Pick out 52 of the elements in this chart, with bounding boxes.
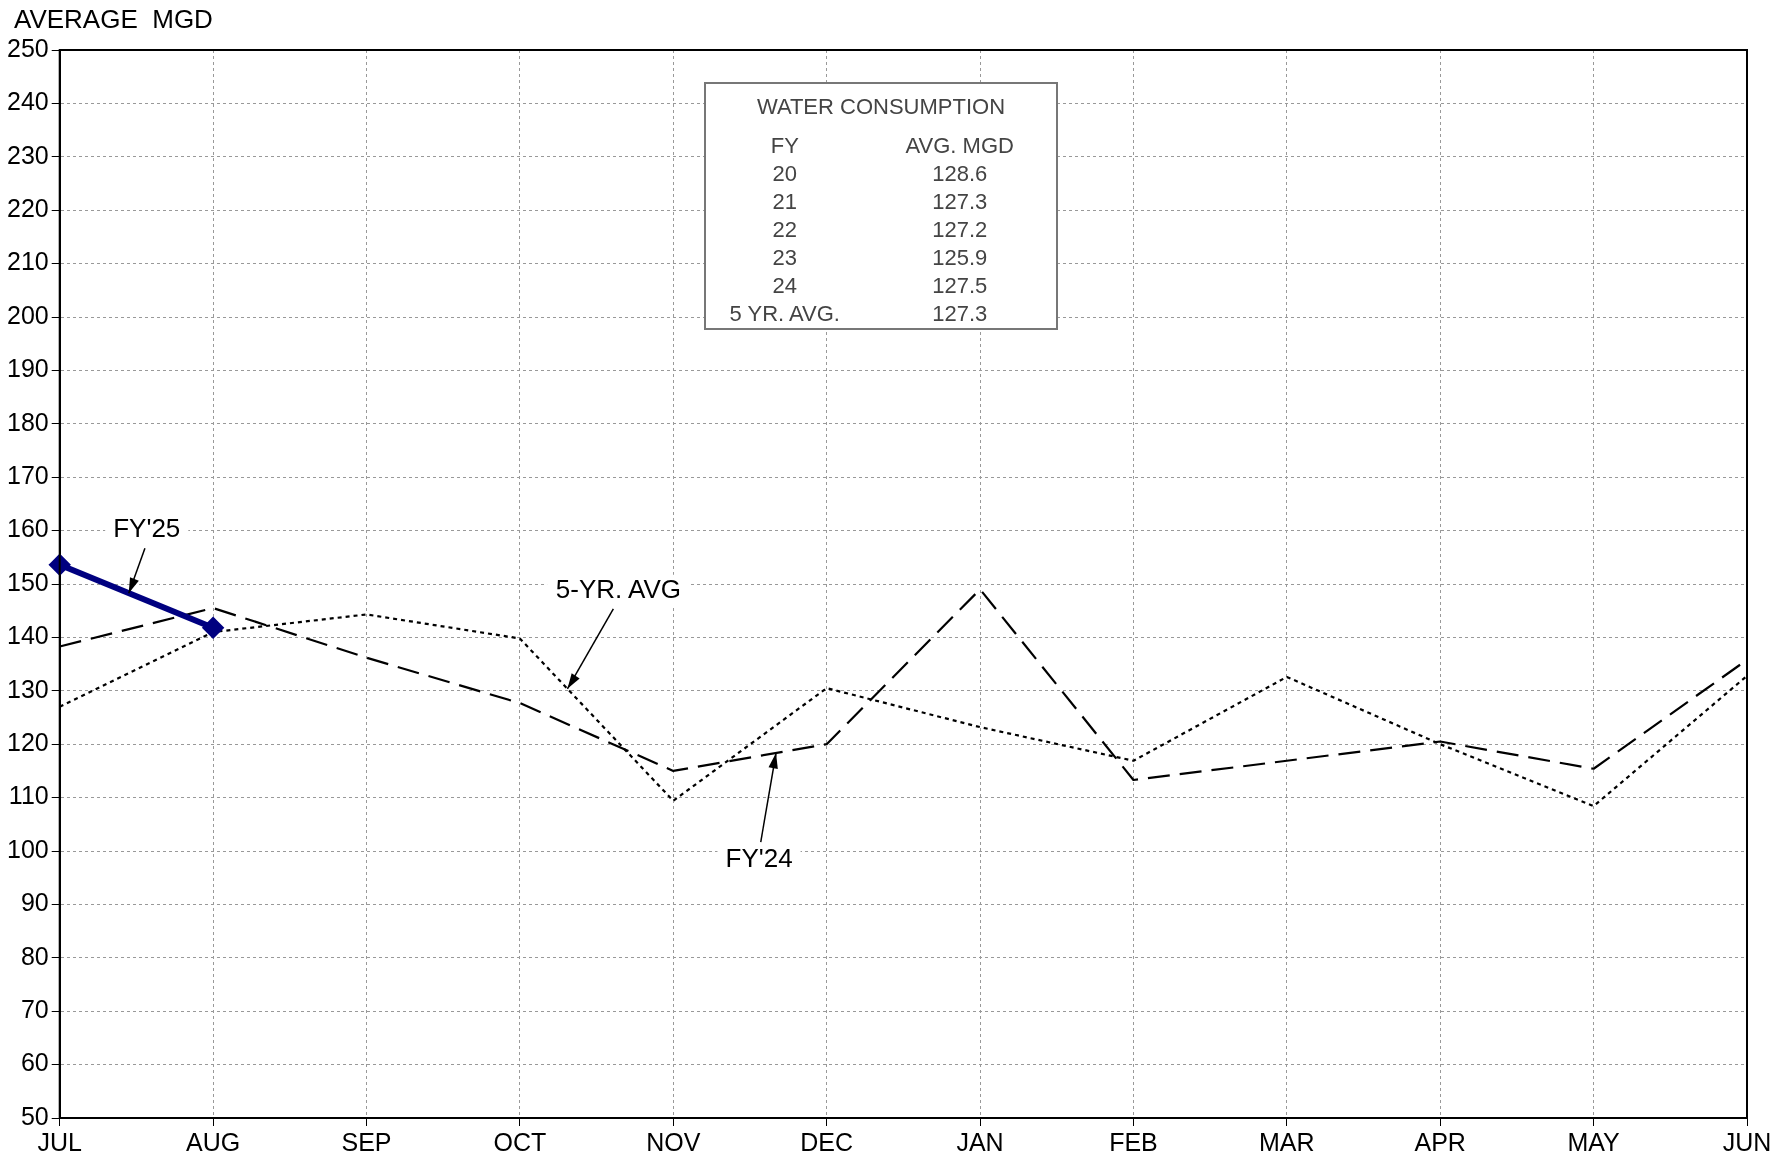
y-tick-label: 180 — [6, 407, 49, 436]
annotation: 128.6 — [931, 160, 989, 188]
y-tick-label: 100 — [6, 834, 49, 863]
text: FY'24 — [725, 843, 793, 874]
y-tick-label: 250 — [6, 33, 49, 62]
y-tick-label: 150 — [6, 567, 49, 596]
annotation: 23 — [771, 244, 798, 272]
x-tick-label: DEC — [800, 1127, 854, 1156]
x-tick-label: OCT — [493, 1127, 547, 1156]
annotation: 125.9 — [931, 244, 989, 272]
x-tick-label: JUN — [1722, 1127, 1772, 1156]
y-tick-label: 50 — [20, 1101, 49, 1130]
x-tick-label: JAN — [956, 1127, 1004, 1156]
y-tick-label: 120 — [6, 728, 49, 757]
x-tick-label: SEP — [341, 1127, 392, 1156]
annotation: AVG. MGD — [904, 132, 1015, 160]
y-tick-label: 220 — [6, 194, 49, 223]
annotation: 20 — [771, 160, 798, 188]
x-tick-label: MAR — [1259, 1127, 1315, 1156]
annotation: WATER CONSUMPTION — [755, 94, 1007, 120]
annotation: 5 YR. AVG. — [728, 300, 841, 328]
series-label: FY'25 — [113, 513, 181, 544]
y-tick-label: 110 — [8, 781, 49, 810]
annotation: 127.3 — [931, 188, 989, 216]
x-tick-label: JUL — [37, 1127, 83, 1156]
x-tick-label: APR — [1414, 1127, 1466, 1156]
y-tick-label: 70 — [20, 995, 49, 1024]
annotation: 127.5 — [931, 272, 989, 300]
x-tick-label: FEB — [1109, 1127, 1158, 1156]
y-tick-label: 240 — [6, 87, 49, 116]
annotation: 127.3 — [931, 300, 989, 328]
y-tick-label: 160 — [6, 514, 49, 543]
y-tick-label: 60 — [20, 1048, 49, 1077]
y-tick-label: 90 — [20, 888, 49, 917]
annotation: 21 — [771, 188, 798, 216]
y-tick-label: 170 — [6, 461, 49, 490]
annotation: 24 — [771, 272, 798, 300]
y-tick-label: 130 — [6, 674, 49, 703]
x-tick-label: NOV — [646, 1127, 701, 1156]
annotation: 22 — [771, 216, 798, 244]
series-label: 5-YR. AVG — [555, 573, 682, 604]
x-tick-label: AUG — [186, 1127, 241, 1156]
y-tick-label: 80 — [20, 941, 49, 970]
annotation: FY — [769, 132, 800, 160]
y-tick-label: 190 — [6, 354, 49, 383]
y-tick-label: 210 — [6, 247, 49, 276]
x-tick-label: MAY — [1567, 1127, 1621, 1156]
y-tick-label: 140 — [6, 621, 49, 650]
y-axis-title: AVERAGE MGD — [14, 4, 213, 35]
y-tick-label: 230 — [6, 140, 49, 169]
y-tick-label: 200 — [6, 300, 49, 329]
annotation: 127.2 — [931, 216, 989, 244]
